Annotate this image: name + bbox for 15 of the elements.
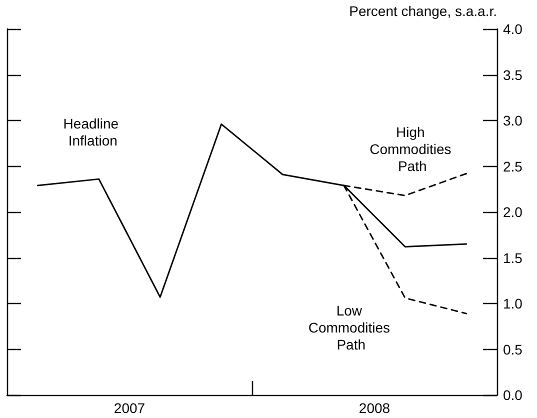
y-tick-label: 0.0 (503, 387, 523, 403)
y-axis-title: Percent change, s.a.a.r. (349, 3, 498, 19)
y-tick-label: 3.0 (503, 112, 523, 128)
x-tick-label: 2007 (114, 400, 146, 416)
y-tick-label: 4.0 (503, 21, 523, 37)
text: Headline Inflation (63, 116, 122, 149)
x-tick-label: 2008 (358, 400, 390, 416)
series-label: Low Commodities Path (308, 302, 394, 353)
y-tick-label: 3.5 (503, 66, 523, 83)
y-tick-label: 2.0 (503, 204, 523, 220)
y-tick-label: 2.5 (503, 158, 523, 174)
y-tick-label: 0.5 (503, 341, 523, 358)
series-label: High Commodities Path (370, 124, 456, 174)
y-tick-label: 1.0 (503, 296, 523, 312)
y-tick-label: 1.5 (503, 250, 523, 266)
